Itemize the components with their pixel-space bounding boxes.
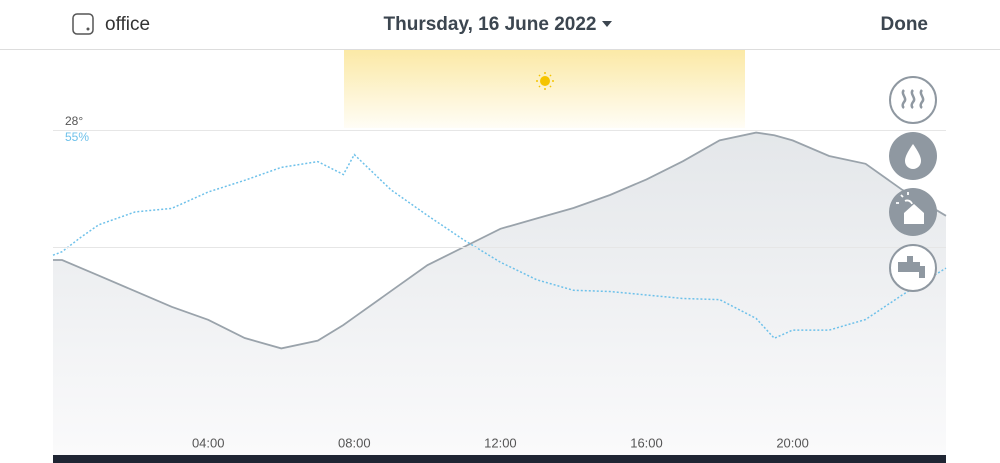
x-tick-label: 20:00 [776,435,809,450]
house-icon [904,204,924,224]
tap-icon [898,256,925,278]
temperature-area [53,132,946,455]
room-icon-dot [86,27,90,31]
y-tick-label: 28° [65,114,83,128]
sun-small-icon [896,192,913,205]
side-buttons [889,76,937,292]
heating-icon [901,89,925,110]
y2-tick-label: 55% [65,130,89,144]
drop-icon [905,144,921,169]
room-name[interactable]: office [105,14,150,35]
x-tick-label: 16:00 [630,435,663,450]
done-button[interactable]: Done [881,14,929,35]
x-tick-label: 08:00 [338,435,371,450]
room-icon [72,13,94,35]
x-tick-label: 12:00 [484,435,517,450]
top-bar: office Thursday, 16 June 2022 Done [0,13,1000,50]
bottom-bar [53,455,946,463]
dropdown-arrow[interactable] [602,21,612,27]
date-picker[interactable]: Thursday, 16 June 2022 [384,14,597,35]
humidity-line [52,153,947,340]
x-tick-label: 04:00 [192,435,225,450]
sun-icon [536,72,554,90]
